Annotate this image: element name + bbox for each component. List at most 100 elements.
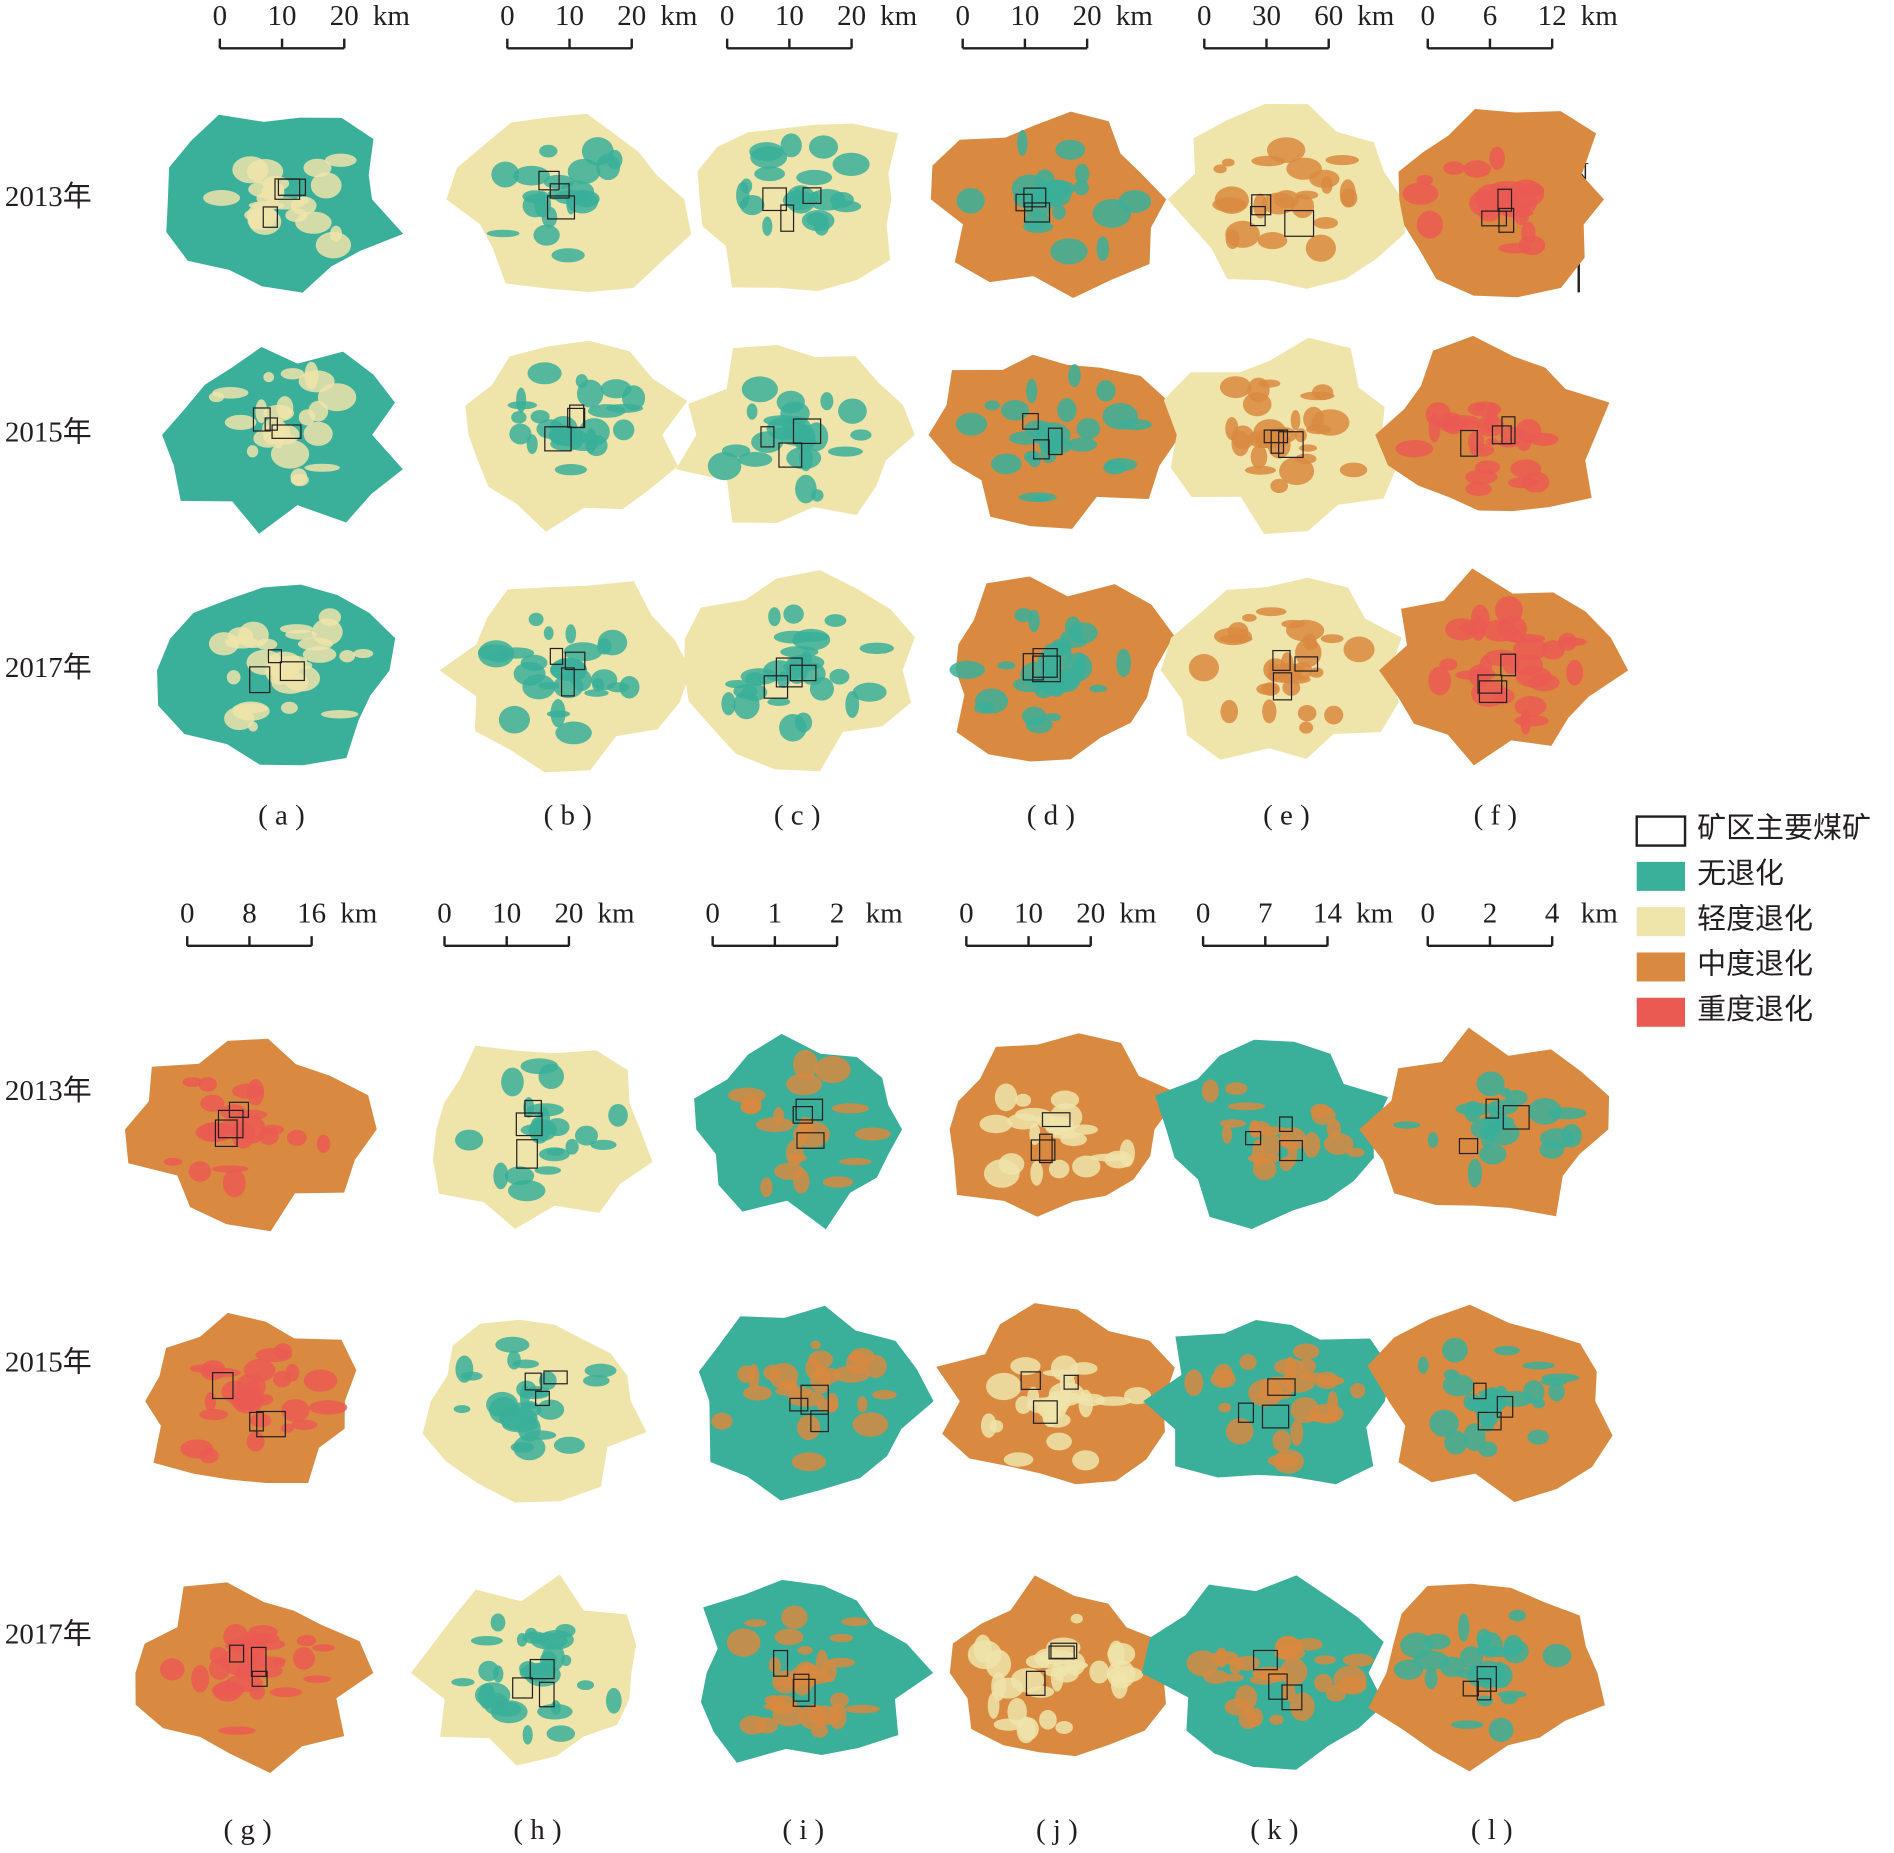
map-patch (551, 248, 585, 263)
mine-outline (789, 664, 817, 682)
map-patch (1429, 1409, 1459, 1437)
map-patch (1046, 1432, 1072, 1451)
map-patch (1026, 378, 1038, 404)
scale-label: 10 (1010, 0, 1039, 32)
map-patch (1312, 384, 1334, 401)
mine-outline (1272, 649, 1291, 671)
map-patch (780, 133, 802, 158)
map-patch (522, 1725, 533, 1745)
map-patch (280, 368, 305, 380)
scale-label: 10 (775, 0, 804, 32)
mine-outline (543, 1370, 568, 1385)
map-patch (767, 1695, 798, 1714)
map-patch (302, 646, 337, 663)
map-patch (839, 1157, 872, 1166)
map-patch (1030, 1160, 1043, 1186)
map-patch (1007, 1113, 1040, 1130)
map-patch (998, 1153, 1025, 1175)
mine-outline (1279, 1139, 1303, 1162)
map-patch (1252, 1157, 1277, 1181)
mine-outline (564, 651, 586, 671)
map-panel (125, 1038, 377, 1232)
map-patch (317, 383, 357, 412)
map-panel (1359, 1027, 1610, 1217)
map-patch (1463, 160, 1491, 178)
map-patch (1104, 1150, 1133, 1169)
map-patch (606, 149, 623, 170)
scale-label: 14 (1313, 897, 1342, 929)
mine-outline (535, 1390, 550, 1407)
mine-outline (1063, 1374, 1079, 1390)
map-patch (224, 636, 259, 649)
map-patch (574, 1125, 598, 1146)
map-patch (721, 444, 751, 458)
map-patch (1262, 699, 1277, 724)
map-patch (1105, 457, 1138, 472)
map-patch (779, 714, 807, 742)
map-patch (1304, 639, 1318, 651)
scale-label: 2 (830, 897, 844, 929)
map-patch (1250, 445, 1268, 469)
map-patch (744, 1619, 767, 1627)
map-patch (776, 390, 805, 414)
scale-label: 4 (1545, 897, 1560, 929)
scale-bar: 0 6 12 km (1421, 0, 1618, 50)
map-panel (135, 1582, 374, 1774)
map-patch (539, 144, 558, 158)
map-patch (590, 1139, 617, 1151)
map-patch (550, 428, 589, 446)
map-patch (1054, 1660, 1088, 1671)
map-patch (1423, 1633, 1451, 1650)
map-patch (232, 156, 269, 184)
scale-label: 0 (1421, 897, 1435, 929)
map-patch (1249, 1675, 1278, 1685)
map-patch (1067, 437, 1098, 452)
mine-outline (1022, 412, 1039, 430)
map-patch (1342, 1653, 1374, 1667)
scale-label: 10 (555, 0, 584, 32)
legend-label: 无退化 (1697, 858, 1784, 890)
map-patch (1527, 1098, 1562, 1125)
map-patch (1442, 1374, 1475, 1397)
map-patch (1282, 1682, 1296, 1702)
map-patch (1514, 715, 1549, 727)
map-patch (1306, 1413, 1339, 1423)
map-patch (583, 1374, 610, 1387)
map-patch (1228, 1657, 1245, 1667)
map-patch (1497, 1690, 1527, 1699)
map-patch (795, 1132, 807, 1145)
map-patch (1513, 637, 1548, 661)
map-patch (1323, 1133, 1354, 1155)
map-patch (841, 1617, 869, 1627)
map-patch (567, 158, 601, 185)
map-patch (1255, 607, 1287, 617)
map-patch (1268, 661, 1279, 682)
map-patch (597, 638, 612, 655)
mine-outline (1033, 439, 1050, 460)
scale-bar: 0 10 20 km (500, 0, 698, 50)
map-patch (774, 1628, 804, 1646)
map-patch (312, 1644, 335, 1652)
scale-label: 60 (1314, 0, 1343, 32)
mine-outline (1245, 1131, 1262, 1146)
map-patch (849, 1348, 875, 1366)
map-panel (446, 113, 692, 292)
mine-outline (271, 424, 302, 439)
map-patch (608, 1103, 628, 1127)
map-patch (1070, 1362, 1098, 1375)
mine-outline (250, 1646, 267, 1677)
map-patch (575, 374, 588, 389)
map-patch (1270, 478, 1289, 494)
map-patch (1566, 659, 1584, 686)
mine-outline (1500, 653, 1517, 677)
map-patch (1494, 1345, 1520, 1356)
panel-label: ( a ) (258, 799, 305, 831)
map-patch (560, 1654, 572, 1666)
map-patch (1292, 1343, 1320, 1360)
row-label: 2017年 (5, 1618, 92, 1650)
map-patch (521, 1401, 539, 1409)
scale-label: 0 (1196, 897, 1210, 929)
map-patch (1220, 699, 1239, 724)
mine-outline (1498, 207, 1515, 233)
map-patch (180, 1439, 214, 1459)
